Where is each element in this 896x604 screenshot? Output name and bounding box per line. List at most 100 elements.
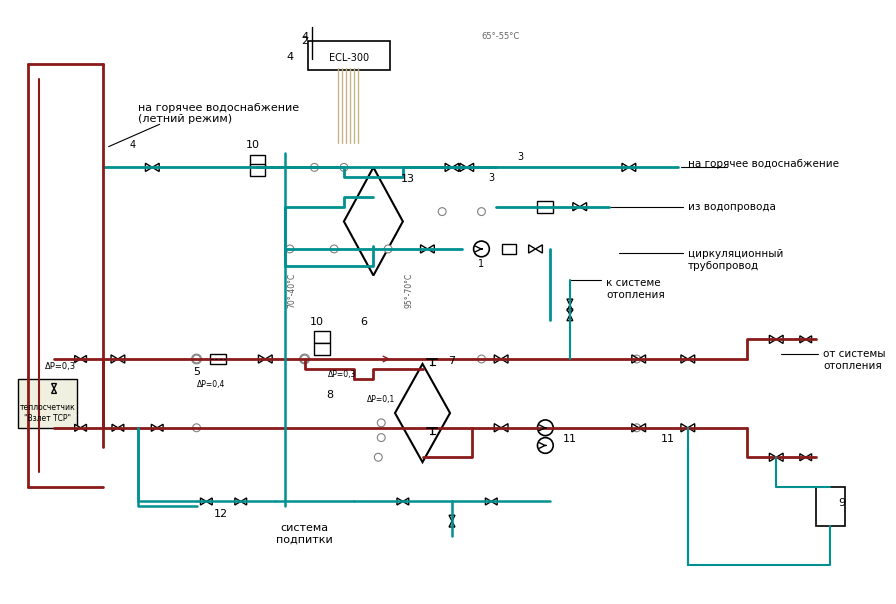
Bar xyxy=(250,164,265,176)
Text: 12: 12 xyxy=(214,509,228,519)
Polygon shape xyxy=(580,202,587,211)
Bar xyxy=(314,343,330,355)
Text: 5: 5 xyxy=(193,367,200,377)
Text: 65°-55°С: 65°-55°С xyxy=(481,32,520,41)
Polygon shape xyxy=(567,309,573,315)
Circle shape xyxy=(340,164,348,172)
Polygon shape xyxy=(201,498,206,505)
Circle shape xyxy=(474,241,489,257)
Polygon shape xyxy=(449,521,455,527)
Polygon shape xyxy=(501,423,508,432)
Circle shape xyxy=(286,245,294,253)
Text: 11: 11 xyxy=(563,434,577,443)
Polygon shape xyxy=(81,355,87,362)
Polygon shape xyxy=(152,163,159,172)
Polygon shape xyxy=(501,355,508,363)
Text: 3: 3 xyxy=(518,152,524,161)
Text: теплосчетчик
"Взлет ТСР": теплосчетчик "Взлет ТСР" xyxy=(20,403,75,423)
Polygon shape xyxy=(460,163,467,172)
Polygon shape xyxy=(688,423,694,432)
Circle shape xyxy=(633,355,641,363)
Text: 10: 10 xyxy=(246,140,260,150)
Polygon shape xyxy=(118,424,124,431)
Circle shape xyxy=(538,420,553,435)
Text: 11: 11 xyxy=(661,434,676,443)
Polygon shape xyxy=(445,163,452,172)
Polygon shape xyxy=(420,245,427,253)
Polygon shape xyxy=(567,299,573,305)
Bar xyxy=(502,243,516,254)
Polygon shape xyxy=(235,498,241,505)
Text: к системе
отопления: к системе отопления xyxy=(607,278,665,300)
Polygon shape xyxy=(681,355,688,363)
Text: ΔP=0,3: ΔP=0,3 xyxy=(46,362,76,371)
Polygon shape xyxy=(495,423,501,432)
Text: 7: 7 xyxy=(448,356,455,366)
Bar xyxy=(250,155,265,167)
Text: 8: 8 xyxy=(326,390,333,400)
Polygon shape xyxy=(265,355,272,363)
Polygon shape xyxy=(112,424,118,431)
Circle shape xyxy=(478,355,486,363)
Text: ΔP=0,4: ΔP=0,4 xyxy=(197,379,226,388)
FancyBboxPatch shape xyxy=(307,40,390,70)
Text: 9: 9 xyxy=(839,498,846,509)
Polygon shape xyxy=(449,515,455,521)
Polygon shape xyxy=(258,355,265,363)
Polygon shape xyxy=(622,163,629,172)
Polygon shape xyxy=(632,355,639,363)
Polygon shape xyxy=(151,424,157,431)
Polygon shape xyxy=(52,388,56,393)
Polygon shape xyxy=(567,305,573,311)
Polygon shape xyxy=(567,315,573,321)
Polygon shape xyxy=(639,423,645,432)
Circle shape xyxy=(375,454,383,461)
Polygon shape xyxy=(806,454,812,461)
Text: от системы
отопления: от системы отопления xyxy=(823,349,886,371)
Polygon shape xyxy=(632,423,639,432)
Circle shape xyxy=(193,355,201,363)
Polygon shape xyxy=(800,454,806,461)
Text: 13: 13 xyxy=(401,174,415,184)
Bar xyxy=(18,379,77,428)
Circle shape xyxy=(299,354,309,364)
Polygon shape xyxy=(770,335,776,344)
Bar xyxy=(815,487,845,526)
Polygon shape xyxy=(491,498,497,505)
Circle shape xyxy=(538,437,553,454)
Circle shape xyxy=(301,355,308,363)
Polygon shape xyxy=(639,355,645,363)
Circle shape xyxy=(633,424,641,432)
Bar xyxy=(211,355,226,364)
Polygon shape xyxy=(427,245,435,253)
Text: 4: 4 xyxy=(301,31,308,42)
Text: 95°-70°С: 95°-70°С xyxy=(404,272,413,308)
Polygon shape xyxy=(241,498,246,505)
Text: на горячее водоснабжение
(летний режим): на горячее водоснабжение (летний режим) xyxy=(138,103,298,124)
Circle shape xyxy=(311,164,318,172)
Polygon shape xyxy=(770,453,776,461)
Text: 4: 4 xyxy=(287,53,293,62)
Polygon shape xyxy=(395,364,450,462)
Polygon shape xyxy=(74,424,81,431)
Text: 3: 3 xyxy=(488,173,495,183)
Text: ΔP=0,1: ΔP=0,1 xyxy=(367,395,395,404)
Polygon shape xyxy=(573,202,580,211)
Polygon shape xyxy=(629,163,636,172)
Circle shape xyxy=(377,419,385,427)
Polygon shape xyxy=(111,355,118,363)
Polygon shape xyxy=(344,167,403,275)
Circle shape xyxy=(330,245,338,253)
Bar xyxy=(314,332,330,343)
Polygon shape xyxy=(118,355,125,363)
Polygon shape xyxy=(806,336,812,343)
Polygon shape xyxy=(81,424,87,431)
Text: циркуляционный
трубопровод: циркуляционный трубопровод xyxy=(688,249,783,271)
Circle shape xyxy=(377,434,385,442)
Polygon shape xyxy=(467,163,474,172)
Polygon shape xyxy=(776,335,783,344)
Polygon shape xyxy=(536,245,542,253)
Circle shape xyxy=(438,208,446,216)
Text: ECL-300: ECL-300 xyxy=(329,53,369,63)
Text: 2: 2 xyxy=(301,36,308,46)
